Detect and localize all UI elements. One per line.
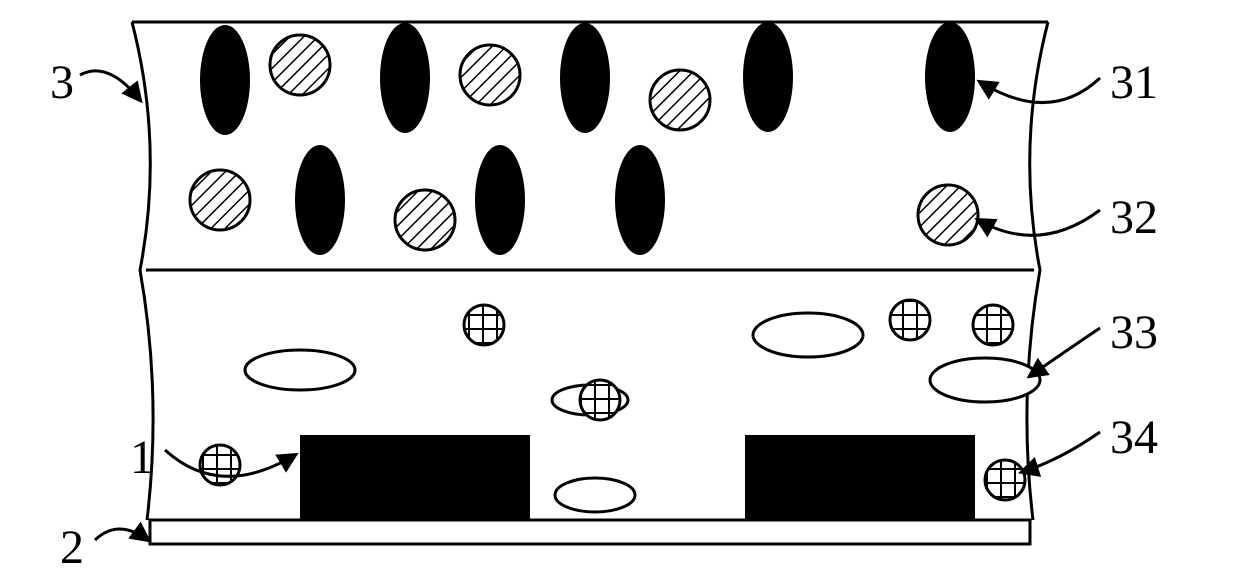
label-33: 33 (1110, 305, 1158, 360)
substrate (150, 520, 1030, 544)
label-31: 31 (1110, 55, 1158, 110)
black-blocks (300, 435, 975, 520)
label-2: 2 (60, 520, 84, 575)
label-34: 34 (1110, 410, 1158, 465)
label-3: 3 (50, 55, 74, 110)
label-1: 1 (130, 430, 154, 485)
label-32: 32 (1110, 190, 1158, 245)
diagram-svg (0, 0, 1240, 584)
